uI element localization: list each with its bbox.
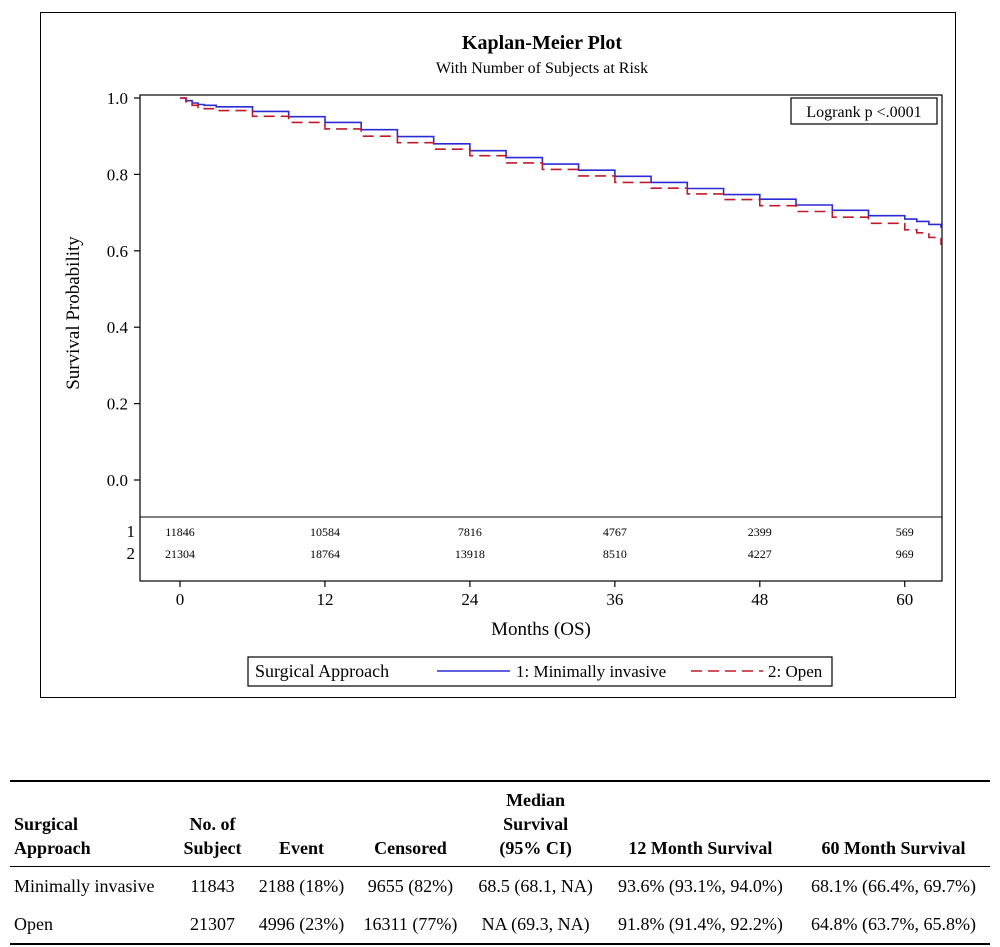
survival-curve-minimally-invasive [180,97,942,228]
logrank-box: Logrank p <.0001 [790,97,938,125]
header-median-survival: Median Survival (95% CI) [467,781,604,867]
x-tick-label: 0 [176,590,185,609]
header-line: Survival [503,814,569,834]
x-axis: 0 12 24 36 48 60 [176,581,913,609]
table-cell: 68.5 (68.1, NA) [478,875,593,896]
header-line: Censored [374,838,447,858]
header-12-month-survival: 12 Month Survival [604,781,797,867]
table-cell: 68.1% (66.4%, 69.7%) [810,875,976,896]
table-cell: 21307 [189,913,235,934]
header-line: Event [278,838,324,858]
legend-label-open: 2: Open [768,662,823,681]
at-risk-count: 18764 [310,547,340,561]
at-risk-count: 8510 [603,547,627,561]
at-risk-row-label: 1 [127,522,136,541]
table-cell: 64.8% (63.7%, 65.8%) [810,913,976,934]
survival-curves [180,97,942,246]
table-cell: 93.6% (93.1%, 94.0%) [617,875,783,896]
survival-curve-open [180,97,942,246]
header-line: 12 Month Survival [628,838,773,858]
y-tick-label: 0.0 [107,471,128,490]
table-cell: NA (69.3, NA) [481,913,590,934]
y-tick-label: 0.2 [107,395,128,414]
y-axis-label: Survival Probability [63,236,84,390]
y-tick-label: 0.4 [107,318,129,337]
header-surgical-approach: Surgical Approach [10,781,176,867]
km-plot: Kaplan-Meier Plot With Number of Subject… [63,32,943,687]
table-cell: 91.8% (91.4%, 92.2%) [617,913,783,934]
at-risk-count: 4767 [603,525,627,539]
y-tick-label: 1.0 [107,89,128,108]
at-risk-count: 21304 [165,547,195,561]
survival-summary-table: Surgical Approach No. of Subject Event C… [10,780,990,945]
table-cell: 11843 [190,875,235,896]
x-tick-label: 36 [606,590,623,609]
table-cell: 2188 (18%) [258,875,345,896]
header-line: 60 Month Survival [821,838,966,858]
at-risk-count: 7816 [458,525,482,539]
header-censored: Censored [354,781,468,867]
table-cell: 9655 (82%) [367,875,454,896]
logrank-box-frame [790,97,938,125]
table-cell: 16311 (77%) [363,913,458,934]
table-cell: Open [14,913,53,934]
x-tick-label: 24 [461,590,479,609]
header-line: Approach [14,838,91,858]
at-risk-count: 569 [896,525,914,539]
table-row: Open 21307 4996 (23%) 16311 (77%) NA (69… [10,905,990,944]
at-risk-count: 4227 [748,547,772,561]
legend: Surgical Approach 1: Minimally invasive … [247,656,833,687]
at-risk-count: 10584 [310,525,340,539]
x-axis-label: Months (OS) [491,619,591,640]
logrank-annotation: Logrank p <.0001 [806,104,921,121]
header-line: (95% CI) [499,838,572,858]
header-line: No. of [189,814,236,834]
header-line: Subject [183,838,242,858]
chart-title: Kaplan-Meier Plot [462,32,622,54]
table-header-row: Surgical Approach No. of Subject Event C… [10,781,990,867]
at-risk-count: 13918 [455,547,485,561]
chart-subtitle: With Number of Subjects at Risk [436,60,648,77]
at-risk-count: 969 [896,547,914,561]
header-event: Event [249,781,353,867]
table-row: Minimally invasive 11843 2188 (18%) 9655… [10,867,990,906]
x-tick-label: 60 [896,590,913,609]
legend-label-minimally-invasive: 1: Minimally invasive [516,662,666,681]
y-axis: 0.0 0.2 0.4 0.6 0.8 1.0 [107,89,140,490]
at-risk-table: 1 11846 10584 7816 4767 2399 569 2 21304 18764 139… [127,522,914,563]
header-60-month-survival: 60 Month Survival [797,781,990,867]
header-line: Median [506,790,566,810]
y-tick-label: 0.6 [107,242,128,261]
at-risk-count: 11846 [165,525,195,539]
plot-area-frame [139,94,943,582]
x-tick-label: 12 [316,590,333,609]
km-figure: Kaplan-Meier Plot With Number of Subject… [40,12,956,698]
x-tick-label: 48 [751,590,768,609]
legend-title: Surgical Approach [255,661,389,681]
at-risk-count: 2399 [748,525,772,539]
at-risk-row-label: 2 [127,544,136,563]
table-cell: Minimally invasive [14,875,155,896]
header-no-of-subject: No. of Subject [176,781,250,867]
y-tick-label: 0.8 [107,165,128,184]
table-cell: 4996 (23%) [258,913,345,934]
header-line: Surgical [14,814,79,834]
